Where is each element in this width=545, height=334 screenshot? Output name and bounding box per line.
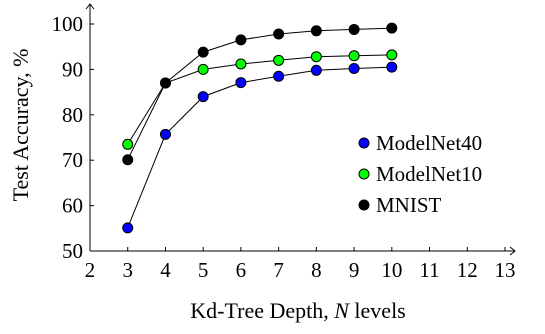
- axes: 2 3 4 5 6 7 8 9 10 11 12 13 50 60 70 80 90 100: [52, 3, 516, 282]
- data-point-modelnet10: [273, 54, 285, 66]
- x-tick-label: 13: [495, 258, 516, 282]
- y-tick-label: 100: [52, 12, 84, 36]
- data-point-modelnet40: [235, 77, 247, 89]
- legend-label-modelnet10: ModelNet10: [376, 162, 482, 186]
- data-point-mnist: [197, 46, 209, 58]
- data-point-mnist: [159, 77, 171, 89]
- data-point-modelnet10: [122, 138, 134, 150]
- data-point-modelnet10: [348, 50, 360, 62]
- x-tick-label: 12: [457, 258, 478, 282]
- legend-marker-modelnet40: [358, 137, 370, 149]
- series-layer: [122, 22, 398, 234]
- data-point-modelnet10: [235, 58, 247, 70]
- x-tick-label: 6: [236, 258, 247, 282]
- data-point-modelnet10: [197, 63, 209, 75]
- series-modelnet40: [122, 61, 398, 234]
- x-axis-title: Kd-Tree Depth, N levels: [190, 298, 406, 323]
- legend-marker-modelnet10: [358, 168, 370, 180]
- x-axis-arrow: [509, 246, 516, 256]
- data-point-mnist: [273, 28, 285, 40]
- legend: ModelNet40 ModelNet10 MNIST: [358, 131, 482, 217]
- data-point-modelnet10: [386, 49, 398, 61]
- series-line-modelnet10: [127, 54, 392, 145]
- data-point-modelnet40: [122, 222, 134, 234]
- x-tick-label: 5: [198, 258, 209, 282]
- series-mnist: [122, 22, 398, 166]
- data-point-modelnet40: [197, 91, 209, 103]
- data-point-mnist: [122, 154, 134, 166]
- data-point-mnist: [310, 25, 322, 37]
- legend-entry-modelnet40: ModelNet40: [358, 131, 482, 155]
- legend-marker-mnist: [358, 199, 370, 211]
- x-tick-label: 8: [311, 258, 322, 282]
- data-point-modelnet40: [310, 64, 322, 76]
- legend-label-mnist: MNIST: [376, 193, 442, 217]
- data-point-modelnet40: [348, 62, 360, 74]
- data-point-mnist: [386, 22, 398, 34]
- data-point-mnist: [348, 23, 360, 35]
- x-tick-label: 3: [122, 258, 133, 282]
- series-line-mnist: [127, 27, 392, 160]
- x-tick-label: 9: [349, 258, 360, 282]
- y-axis-arrow: [85, 3, 95, 10]
- y-tick-label: 70: [62, 148, 83, 172]
- y-tick-label: 90: [62, 57, 83, 81]
- x-tick-label: 7: [273, 258, 284, 282]
- legend-label-modelnet40: ModelNet40: [376, 131, 482, 155]
- data-point-modelnet10: [310, 51, 322, 63]
- data-point-modelnet40: [386, 61, 398, 73]
- data-point-mnist: [235, 34, 247, 46]
- legend-entry-mnist: MNIST: [358, 193, 442, 217]
- x-tick-label: 11: [419, 258, 439, 282]
- data-point-modelnet40: [273, 70, 285, 82]
- data-point-modelnet40: [159, 128, 171, 140]
- y-tick-label: 80: [62, 103, 83, 127]
- y-axis-title: Test Accuracy, %: [8, 49, 33, 202]
- series-line-modelnet40: [127, 66, 392, 228]
- legend-entry-modelnet10: ModelNet10: [358, 162, 482, 186]
- x-tick-label: 2: [85, 258, 96, 282]
- x-tick-label: 4: [160, 258, 171, 282]
- y-tick-label: 60: [62, 194, 83, 218]
- y-tick-label: 50: [62, 239, 83, 263]
- x-tick-label: 10: [381, 258, 402, 282]
